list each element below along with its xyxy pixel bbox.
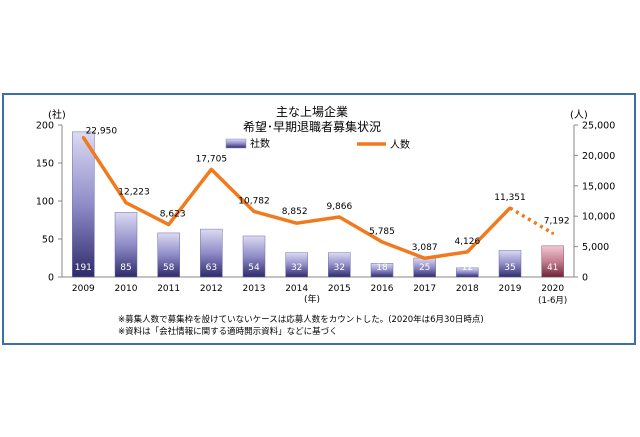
- y-right-tick-label: 5,000: [582, 242, 609, 253]
- y-left-tick-label: 100: [36, 197, 54, 208]
- y-right-tick-label: 0: [582, 273, 588, 284]
- line-point: [209, 167, 213, 171]
- line-point: [167, 223, 171, 227]
- line-point: [508, 206, 512, 210]
- chart-title: 主な上場企業: [276, 104, 348, 119]
- x-tick-label: 2011: [157, 284, 180, 294]
- y-left-tick-label: 150: [36, 159, 54, 170]
- line-value-label: 11,351: [494, 193, 526, 203]
- bar-value-label: 85: [120, 263, 131, 273]
- bar-value-label: 32: [291, 263, 302, 273]
- bar-value-label: 32: [334, 263, 345, 273]
- bar: [72, 131, 95, 278]
- x-axis-label: (年): [304, 293, 320, 305]
- x-tick-label: 2019: [499, 284, 522, 294]
- x-tick-sublabel: (1-6月): [538, 296, 567, 306]
- line-point: [551, 231, 555, 235]
- bar-value-label: 18: [376, 263, 388, 273]
- chart-subtitle: 希望･早期退職者募集状況: [243, 119, 381, 134]
- y-right-tick-label: 25,000: [582, 121, 615, 132]
- line-value-label: 3,087: [412, 243, 438, 253]
- bar: [114, 212, 138, 278]
- line-series-dotted-segment: [509, 206, 554, 235]
- line-point: [295, 221, 299, 225]
- x-tick-label: 2014: [285, 284, 308, 294]
- bar: [541, 245, 564, 278]
- x-tick-label: 2020: [541, 284, 564, 294]
- line-point: [337, 215, 341, 219]
- line-value-label: 22,950: [86, 126, 118, 136]
- line-series: [81, 135, 555, 260]
- bar-value-label: 12: [462, 263, 473, 273]
- line-value-label: 8,623: [160, 210, 186, 220]
- line-point: [81, 135, 85, 139]
- bar-value-label: 54: [248, 263, 260, 273]
- y-left-tick-label: 200: [36, 121, 54, 132]
- legend: 社数 人数: [225, 137, 410, 151]
- line-value-label: 8,852: [282, 207, 308, 217]
- y-right-tick-label: 15,000: [582, 181, 615, 192]
- y-left-tick-label: 50: [42, 235, 54, 246]
- line-point: [423, 256, 427, 260]
- line-point: [380, 240, 384, 244]
- y-left-tick-label: 0: [48, 273, 54, 284]
- legend-swatch-bar: [225, 138, 247, 149]
- bar: [456, 267, 479, 278]
- x-tick-label: 2016: [371, 284, 394, 294]
- bar-value-label: 63: [206, 263, 217, 273]
- bar-value-labels: 191 85 58 63 54 32 32 18 25 12 35 41: [75, 263, 559, 273]
- note-1: ※募集人数で募集枠を設けていないケースは応募人数をカウントした。(2020年は6…: [118, 314, 484, 325]
- bar-value-label: 25: [419, 263, 430, 273]
- line-point: [252, 209, 256, 213]
- line-value-label: 4,126: [454, 237, 480, 247]
- bar: [498, 250, 522, 278]
- bar: [157, 232, 180, 278]
- x-tick-label: 2010: [115, 284, 138, 294]
- bar-value-label: 191: [75, 263, 92, 273]
- bar: [370, 263, 394, 278]
- x-tick-label: 2013: [243, 284, 266, 294]
- bar: [200, 228, 223, 278]
- bar-value-label: 41: [547, 263, 558, 273]
- y-left-axis: 0 50 100 150 200: [36, 121, 62, 284]
- line-series-path: [81, 136, 512, 260]
- note-2: ※資料は「会社情報に関する適時開示資料」などに基づく: [118, 326, 338, 337]
- line-value-label: 5,785: [369, 227, 395, 237]
- line-value-label: 10,782: [238, 196, 270, 206]
- line-value-label: 9,866: [326, 202, 352, 212]
- x-axis: 2009 2010 2011 2012 2013 2014 2015 2016 2017 2018…: [72, 284, 567, 306]
- legend-label-bar: 社数: [250, 137, 270, 150]
- x-tick-label: 2012: [200, 284, 223, 294]
- y-right-tick-label: 10,000: [582, 212, 615, 223]
- line-value-labels: 22,950 12,223 8,623 17,705 10,782 8,852 9,866 5…: [86, 126, 570, 253]
- bar-value-label: 35: [504, 263, 515, 273]
- y-left-unit: (社): [48, 108, 66, 121]
- x-tick-label: 2017: [413, 284, 436, 294]
- line-point: [465, 250, 469, 254]
- line-point: [124, 201, 128, 205]
- bar: [328, 252, 351, 278]
- y-right-tick-label: 20,000: [582, 151, 615, 162]
- line-value-label: 7,192: [544, 216, 570, 226]
- x-tick-label: 2009: [72, 284, 95, 294]
- bar: [285, 252, 308, 278]
- legend-label-line: 人数: [390, 138, 410, 151]
- y-right-unit: (人): [570, 109, 588, 121]
- bar: [242, 235, 266, 278]
- line-value-label: 17,705: [196, 154, 228, 164]
- x-tick-label: 2018: [456, 284, 479, 294]
- line-value-label: 12,223: [118, 188, 150, 198]
- bar-series: [72, 131, 564, 278]
- bar-value-label: 58: [163, 263, 175, 273]
- y-right-axis: 0 5,000 10,000 15,000 20,000 25,000: [574, 121, 615, 284]
- x-tick-label: 2015: [328, 284, 351, 294]
